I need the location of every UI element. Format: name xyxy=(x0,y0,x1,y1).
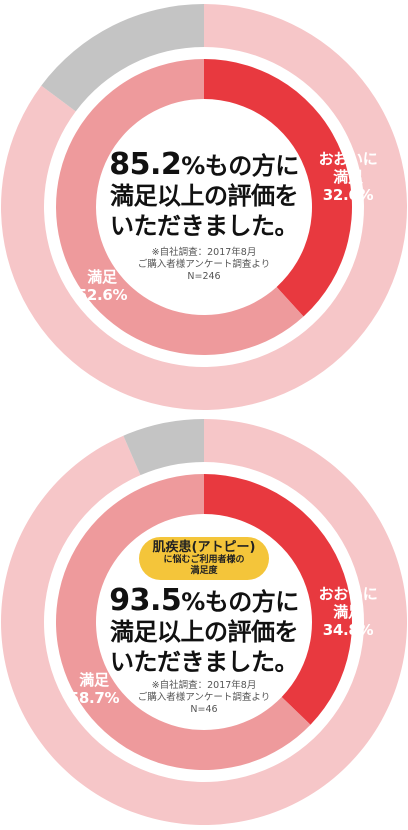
chart-1-headline-line2: 満足以上の評価を xyxy=(110,182,299,210)
chart-1-note-line1: ※自社調査：2017年8月 xyxy=(151,247,257,258)
chart-1-headline: 85.2%もの方に 満足以上の評価を いただきました。 xyxy=(104,150,304,241)
chart-2-headline-line2: 満足以上の評価を xyxy=(110,618,299,646)
chart-2-badge-line1: 肌疾患(アトピー) xyxy=(152,540,256,555)
chart-2-badge-line3: 満足度 xyxy=(190,566,218,576)
chart-2-inner-slice-0 xyxy=(204,474,353,725)
chart-2-label-very-satisfied-value: 34.8% xyxy=(322,621,374,639)
chart-1-inner-slice-0 xyxy=(204,59,353,317)
chart-panel-1: 85.2%もの方に 満足以上の評価を いただきました。 ※自社調査：2017年8… xyxy=(0,4,407,410)
chart-1-label-satisfied-line1: 満足 xyxy=(87,268,117,286)
chart-1-headline-line3: いただきました。 xyxy=(110,212,299,240)
chart-2-center-text: 肌疾患(アトピー) に悩むご利用者様の 満足度 93.5%もの方に 満足以上の評… xyxy=(104,537,304,716)
chart-1-inner-slice-1 xyxy=(56,59,304,355)
chart-2-note-line1: ※自社調査：2017年8月 xyxy=(151,680,257,691)
chart-2-note-line3: N=46 xyxy=(190,704,218,715)
chart-1-note-line3: N=246 xyxy=(187,271,221,282)
chart-2-headline-number: 93.5 xyxy=(109,583,182,618)
chart-2-note: ※自社調査：2017年8月 ご購入者様アンケート調査より N=46 xyxy=(104,680,304,716)
chart-2-headline-line3: いただきました。 xyxy=(110,648,299,676)
chart-1-headline-line1: もの方に xyxy=(204,152,300,180)
chart-2-label-satisfied: 満足 58.7% xyxy=(64,671,124,707)
chart-2-headline-percent: % xyxy=(181,588,205,616)
chart-1-label-satisfied: 満足 52.6% xyxy=(72,268,132,304)
chart-1-note: ※自社調査：2017年8月 ご購入者様アンケート調査より N=246 xyxy=(104,247,304,283)
chart-1-headline-number: 85.2 xyxy=(109,147,182,182)
chart-1-note-line2: ご購入者様アンケート調査より xyxy=(137,259,271,270)
chart-1-label-very-satisfied: おおいに 満足 32.6% xyxy=(308,150,388,204)
chart-2-label-satisfied-line1: 満足 xyxy=(79,671,109,689)
chart-1-label-very-satisfied-line2: 満足 xyxy=(333,168,363,186)
chart-panel-2: 肌疾患(アトピー) に悩むご利用者様の 満足度 93.5%もの方に 満足以上の評… xyxy=(0,415,408,830)
chart-1-label-very-satisfied-value: 32.6% xyxy=(322,186,374,204)
chart-1-label-very-satisfied-line1: おおいに xyxy=(318,150,378,168)
chart-1-label-satisfied-value: 52.6% xyxy=(76,286,128,304)
chart-2-inner-slice-1 xyxy=(56,474,311,770)
chart-2-label-satisfied-value: 58.7% xyxy=(68,689,120,707)
chart-1-outer-slice-1 xyxy=(41,4,204,112)
chart-2-badge-line2: に悩むご利用者様の xyxy=(163,555,245,565)
chart-2-label-very-satisfied-line2: 満足 xyxy=(333,603,363,621)
donut-chart-2 xyxy=(0,419,407,826)
chart-2-outer-slice-1 xyxy=(123,419,204,476)
chart-2-headline-line1: もの方に xyxy=(204,588,300,616)
chart-2-note-line2: ご購入者様アンケート調査より xyxy=(137,692,271,703)
donut-chart-1 xyxy=(0,4,407,410)
chart-2-headline: 93.5%もの方に 満足以上の評価を いただきました。 xyxy=(104,586,304,677)
chart-1-center-text: 85.2%もの方に 満足以上の評価を いただきました。 ※自社調査：2017年8… xyxy=(104,150,304,283)
chart-2-label-very-satisfied: おおいに 満足 34.8% xyxy=(308,585,388,639)
chart-2-label-very-satisfied-line1: おおいに xyxy=(318,585,378,603)
chart-2-badge: 肌疾患(アトピー) に悩むご利用者様の 満足度 xyxy=(138,537,270,580)
chart-1-headline-percent: % xyxy=(181,152,205,180)
